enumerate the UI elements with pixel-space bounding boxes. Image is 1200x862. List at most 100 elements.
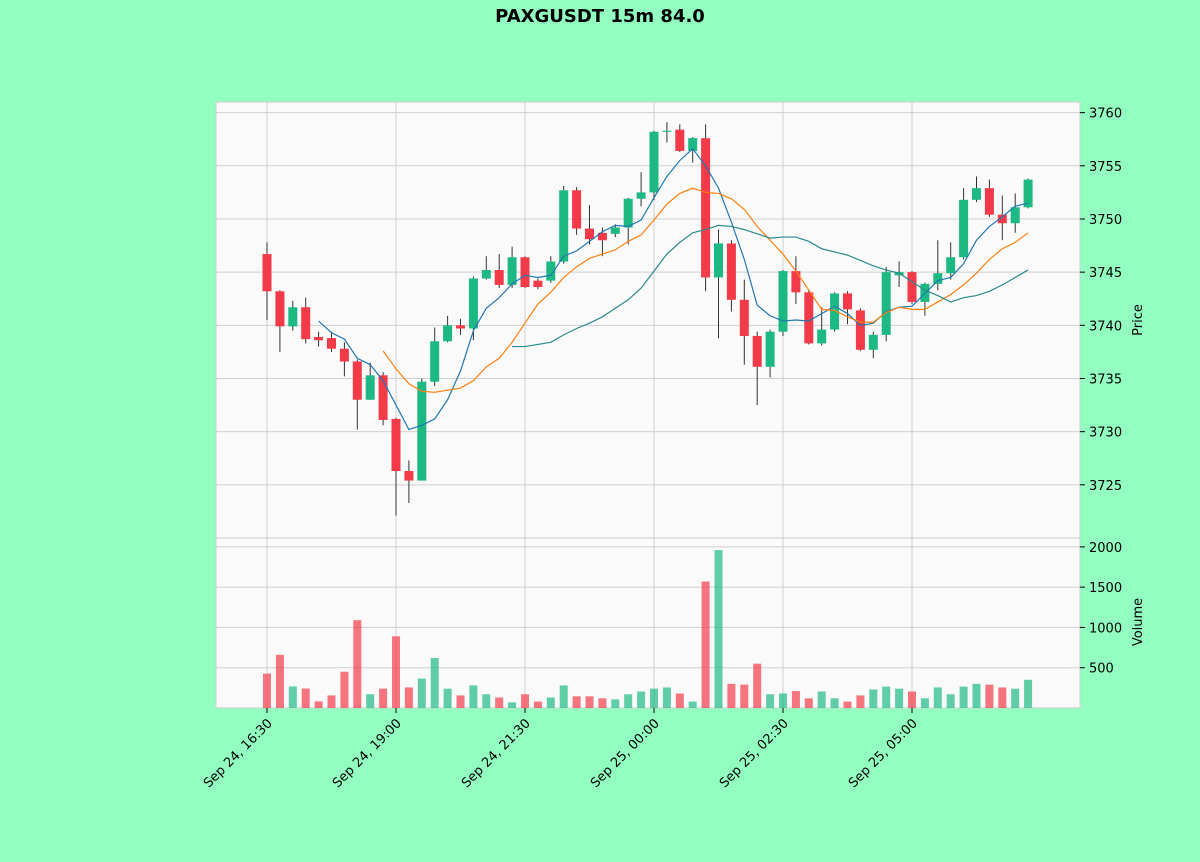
volume-bar	[727, 683, 736, 708]
volume-bar	[1011, 688, 1020, 708]
candle-body	[726, 243, 736, 300]
volume-bar	[662, 687, 671, 708]
volume-bar	[688, 701, 697, 708]
volume-axis-label: Volume	[1131, 598, 1146, 646]
x-tick-label: Sep 24, 16:30	[201, 716, 276, 791]
candle-body	[507, 257, 517, 285]
candle-body	[585, 228, 594, 240]
volume-bar	[533, 701, 542, 708]
volume-bar	[998, 687, 1007, 708]
volume-bar	[417, 678, 426, 708]
candle-body	[804, 292, 814, 344]
candle-body	[572, 190, 582, 229]
volume-bar	[263, 673, 271, 708]
candle-body	[959, 199, 969, 258]
candle-body	[546, 261, 556, 281]
x-tick-label: Sep 25, 02:30	[717, 716, 792, 791]
candle-body	[946, 257, 956, 274]
y-tick-label: 3750	[1089, 213, 1122, 228]
volume-bar	[469, 685, 478, 708]
volume-bar	[508, 702, 517, 708]
volume-bar	[959, 686, 968, 708]
candle-body	[997, 214, 1007, 224]
candle-body	[675, 129, 685, 151]
y-tick-label: 3735	[1089, 372, 1122, 387]
candle-body	[739, 299, 749, 336]
candle-body	[301, 307, 311, 340]
moving-average-line	[318, 147, 1029, 431]
volume-bar	[908, 691, 916, 708]
volume-bar	[327, 695, 336, 708]
volume-tick-label: 1500	[1089, 581, 1122, 596]
candle-body	[688, 138, 698, 151]
volume-bar	[740, 684, 749, 708]
candle-body	[275, 291, 285, 327]
chart-title: PAXGUSDT 15m 84.0	[495, 6, 705, 27]
candle-body	[339, 348, 349, 362]
moving-average-line	[512, 224, 1029, 348]
candle-body	[481, 270, 491, 279]
candle-body	[843, 293, 852, 310]
candle-body	[288, 307, 298, 327]
candle-body	[714, 243, 723, 278]
candle-body	[533, 280, 543, 288]
candle-body	[365, 375, 375, 400]
candle-body	[378, 375, 388, 420]
volume-bar	[598, 698, 607, 708]
candle-body	[1010, 207, 1020, 224]
volume-tick-label: 1000	[1089, 621, 1122, 636]
candle-body	[817, 329, 827, 344]
volume-bar	[830, 698, 839, 708]
candle-body	[404, 471, 414, 481]
volume-bar	[637, 691, 646, 708]
volume-bar	[482, 694, 491, 708]
candle-body	[984, 188, 994, 215]
candle-body	[649, 131, 659, 193]
y-tick-label: 3745	[1089, 266, 1122, 281]
volume-bar	[624, 694, 633, 708]
candle-body	[314, 337, 324, 341]
candle-body	[868, 334, 878, 350]
volume-bar	[972, 683, 981, 708]
volume-bar	[856, 695, 865, 708]
candle-body	[520, 257, 530, 288]
candle-body	[468, 278, 478, 329]
candle-body	[610, 227, 620, 234]
volume-bar	[791, 691, 800, 708]
volume-bar	[546, 697, 555, 708]
y-tick-label: 3760	[1089, 107, 1122, 122]
volume-bar	[779, 693, 787, 708]
candle-body	[972, 188, 981, 200]
plot-area	[215, 101, 1081, 709]
candle-body	[456, 325, 465, 329]
volume-bar	[559, 685, 568, 708]
candle-body	[933, 273, 943, 284]
candle-body	[327, 338, 336, 349]
volume-bar	[521, 694, 529, 708]
x-tick-label: Sep 24, 21:30	[459, 716, 534, 791]
candle-body	[881, 272, 891, 335]
volume-bar	[895, 688, 904, 708]
x-tick-label: Sep 25, 00:00	[588, 716, 663, 791]
candle-body	[765, 331, 775, 367]
candle-body	[559, 190, 569, 262]
candle-body	[791, 271, 801, 293]
candle-body	[430, 341, 440, 382]
y-tick-label: 3740	[1089, 319, 1122, 334]
volume-tick-label: 2000	[1089, 541, 1122, 556]
volume-bar	[379, 688, 388, 708]
volume-bar	[1024, 679, 1033, 708]
candle-body	[352, 361, 362, 400]
candle-body	[443, 325, 453, 342]
volume-bar	[456, 695, 465, 708]
volume-bar	[869, 689, 878, 708]
volume-bar	[430, 658, 439, 708]
volume-bar	[366, 694, 375, 708]
volume-bar	[611, 699, 620, 708]
volume-bar	[675, 693, 684, 708]
volume-bar	[314, 701, 323, 708]
candle-body	[597, 232, 607, 241]
volume-bar	[985, 684, 994, 708]
moving-average-line	[382, 187, 1029, 393]
